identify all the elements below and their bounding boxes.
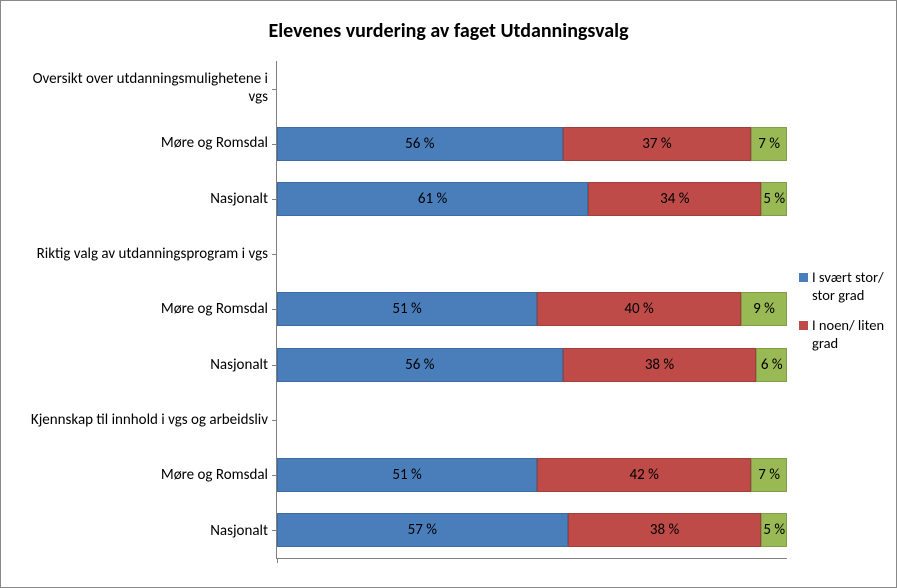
stacked-bar: 51 %40 %9 % bbox=[277, 292, 787, 326]
chart-body: Oversikt over utdanningsmulighetene i vg… bbox=[11, 61, 886, 559]
bar-segment: 42 % bbox=[537, 458, 751, 492]
legend-item: I noen/ liten grad bbox=[799, 316, 886, 352]
axis-tick bbox=[272, 475, 277, 476]
bar-row: 57 %38 %5 % bbox=[277, 503, 787, 558]
bar-segment: 51 % bbox=[277, 458, 537, 492]
legend-text: I svært stor/ stor grad bbox=[812, 268, 886, 304]
bar-segment: 38 % bbox=[563, 348, 757, 382]
bar-segment: 37 % bbox=[563, 127, 752, 161]
bar-row: 56 %38 %6 % bbox=[277, 337, 787, 392]
stacked-bar: 51 %42 %7 % bbox=[277, 458, 787, 492]
chart-container: Elevenes vurdering av faget Utdanningsva… bbox=[0, 0, 897, 588]
bar-segment: 6 % bbox=[756, 348, 787, 382]
axis-tick bbox=[272, 365, 277, 366]
stacked-bar: 56 %38 %6 % bbox=[277, 348, 787, 382]
bar-row: 61 %34 %5 % bbox=[277, 171, 787, 226]
bar-segment: 51 % bbox=[277, 292, 537, 326]
axis-tick bbox=[277, 558, 278, 563]
bar-segment: 56 % bbox=[277, 348, 563, 382]
bar-segment: 56 % bbox=[277, 127, 563, 161]
axis-tick bbox=[272, 309, 277, 310]
bar-segment: 38 % bbox=[568, 513, 762, 547]
category-header-label: Oversikt over utdanningsmulighetene i vg… bbox=[11, 61, 276, 116]
legend: I svært stor/ stor grad I noen/ liten gra… bbox=[791, 61, 886, 559]
bar-row: 51 %40 %9 % bbox=[277, 282, 787, 337]
bar-segment: 7 % bbox=[751, 127, 787, 161]
bar-segment: 5 % bbox=[761, 513, 787, 547]
stacked-bar: 56 %37 %7 % bbox=[277, 127, 787, 161]
bar-row: 51 %42 %7 % bbox=[277, 448, 787, 503]
category-label: Møre og Romsdal bbox=[11, 448, 276, 503]
bar-segment: 5 % bbox=[761, 182, 787, 216]
axis-tick bbox=[272, 89, 277, 90]
stacked-bar: 57 %38 %5 % bbox=[277, 513, 787, 547]
category-label: Møre og Romsdal bbox=[11, 116, 276, 171]
bar-segment: 57 % bbox=[277, 513, 568, 547]
bar-segment: 34 % bbox=[588, 182, 761, 216]
bar-row bbox=[277, 61, 787, 116]
chart-title: Elevenes vurdering av faget Utdanningsva… bbox=[11, 19, 886, 43]
legend-swatch bbox=[799, 273, 808, 282]
axis-tick bbox=[272, 530, 277, 531]
bar-segment: 9 % bbox=[741, 292, 787, 326]
bar-row bbox=[277, 392, 787, 447]
category-label: Nasjonalt bbox=[11, 338, 276, 393]
axis-tick bbox=[272, 144, 277, 145]
category-label: Nasjonalt bbox=[11, 172, 276, 227]
axis-tick bbox=[272, 254, 277, 255]
category-label: Møre og Romsdal bbox=[11, 282, 276, 337]
bar-segment: 7 % bbox=[751, 458, 787, 492]
axis-tick bbox=[272, 199, 277, 200]
bar-row: 56 %37 %7 % bbox=[277, 116, 787, 171]
bar-row bbox=[277, 227, 787, 282]
plot-area: 56 %37 %7 %61 %34 %5 %51 %40 %9 %56 %38 … bbox=[276, 61, 787, 559]
category-header-label: Riktig valg av utdanningsprogram i vgs bbox=[11, 227, 276, 282]
legend-text: I noen/ liten grad bbox=[812, 316, 886, 352]
category-header-label: Kjennskap til innhold i vgs og arbeidsli… bbox=[11, 393, 276, 448]
axis-tick bbox=[272, 420, 277, 421]
legend-swatch bbox=[799, 321, 808, 330]
bar-segment: 61 % bbox=[277, 182, 588, 216]
stacked-bar: 61 %34 %5 % bbox=[277, 182, 787, 216]
category-label: Nasjonalt bbox=[11, 504, 276, 559]
bar-segment: 40 % bbox=[537, 292, 741, 326]
legend-item: I svært stor/ stor grad bbox=[799, 268, 886, 304]
y-axis-labels: Oversikt over utdanningsmulighetene i vg… bbox=[11, 61, 276, 559]
